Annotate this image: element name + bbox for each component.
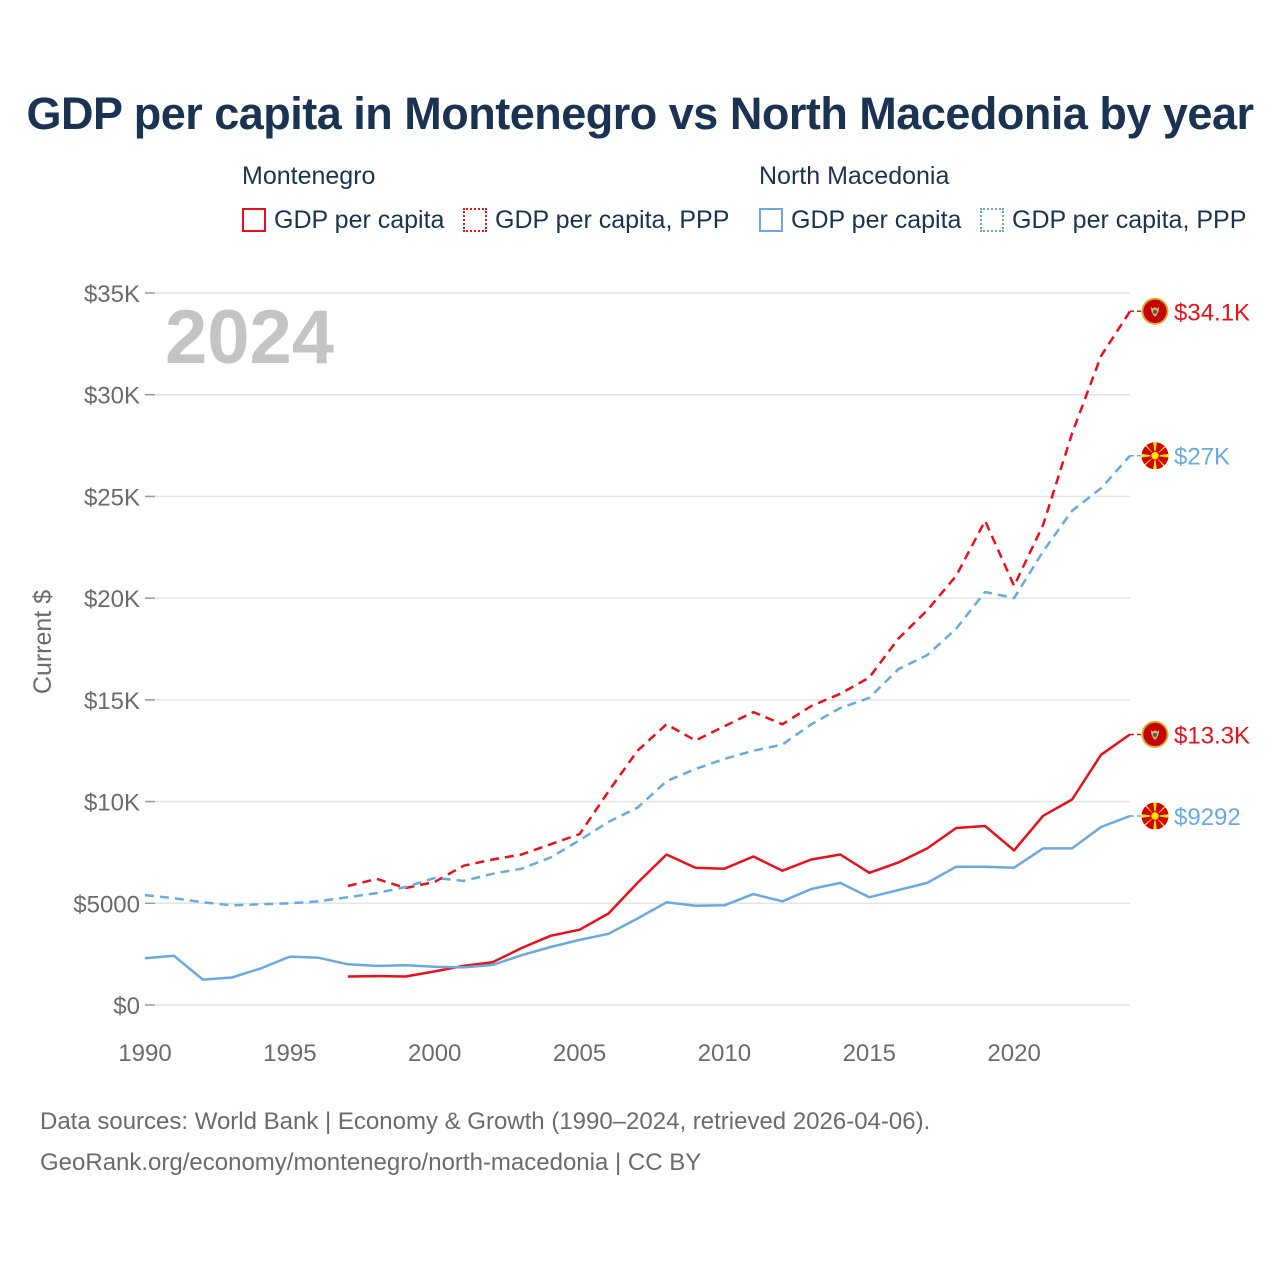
- y-axis-label: Current $: [29, 590, 57, 694]
- chart-title: GDP per capita in Montenegro vs North Ma…: [26, 88, 1254, 139]
- montenegro-flag-icon: [1141, 297, 1169, 325]
- end-labels: $13.3K $34.1K $9292 $27K: [1130, 297, 1250, 831]
- end-value-label: $27K: [1174, 444, 1230, 471]
- y-tick-label: $25K: [84, 484, 140, 511]
- x-tick-label: 2010: [698, 1040, 751, 1067]
- legend-item-north-macedonia-gdp-ppp[interactable]: GDP per capita, PPP: [980, 204, 1246, 236]
- series-line: [347, 733, 1131, 978]
- montenegro-flag-icon: [1141, 720, 1169, 748]
- x-tick-label: 2020: [987, 1040, 1040, 1067]
- footer-sources: Data sources: World Bank | Economy & Gro…: [40, 1108, 931, 1135]
- y-tick-label: $15K: [84, 688, 140, 715]
- legend-swatch-dotted-red: [463, 208, 487, 232]
- legend-swatch-dotted-blue: [980, 208, 1004, 232]
- legend-label: GDP per capita: [274, 205, 445, 234]
- x-tick-label: 1995: [263, 1040, 316, 1067]
- current-year-label: 2024: [165, 295, 334, 380]
- x-tick-label: 2005: [553, 1040, 606, 1067]
- y-tick-label: $10K: [84, 790, 140, 817]
- x-tick-label: 1990: [118, 1040, 171, 1067]
- end-value-label: $9292: [1174, 804, 1241, 831]
- legend-item-montenegro-gdp-ppp[interactable]: GDP per capita, PPP: [463, 204, 729, 236]
- legend-swatch-solid-blue: [759, 208, 783, 232]
- y-tick-label: $5000: [73, 891, 140, 918]
- legend-group-montenegro: Montenegro: [242, 162, 376, 190]
- series-line: [144, 814, 1131, 981]
- north-macedonia-flag-icon: [1141, 442, 1169, 470]
- x-tick-label: 2000: [408, 1040, 461, 1067]
- grid-lines: [145, 292, 1130, 1006]
- x-axis-ticks: 1990 1995 2000 2005 2010 2015 2020: [118, 1040, 1041, 1067]
- y-tick-label: $20K: [84, 586, 140, 613]
- series-lines: [144, 310, 1132, 981]
- legend-item-north-macedonia-gdp[interactable]: GDP per capita: [759, 204, 961, 236]
- end-value-label: $34.1K: [1174, 299, 1250, 326]
- north-macedonia-flag-icon: [1141, 802, 1169, 830]
- legend-group-north-macedonia: North Macedonia: [759, 162, 950, 190]
- legend-swatch-solid-red: [242, 208, 266, 232]
- legend-label: GDP per capita, PPP: [1012, 205, 1247, 234]
- series-line: [347, 310, 1132, 890]
- y-axis-ticks: $0 $5000 $10K $15K $20K $25K $30K $35K: [73, 281, 155, 1020]
- y-tick-label: $0: [113, 993, 140, 1020]
- series-line: [144, 454, 1131, 907]
- end-value-label: $13.3K: [1174, 722, 1250, 749]
- legend-label: GDP per capita, PPP: [495, 205, 730, 234]
- legend-item-montenegro-gdp[interactable]: GDP per capita: [242, 204, 444, 236]
- x-tick-label: 2015: [843, 1040, 896, 1067]
- legend-label: GDP per capita: [791, 205, 962, 234]
- y-tick-label: $35K: [84, 281, 140, 308]
- y-tick-label: $30K: [84, 383, 140, 410]
- footer-attribution: GeoRank.org/economy/montenegro/north-mac…: [40, 1149, 702, 1176]
